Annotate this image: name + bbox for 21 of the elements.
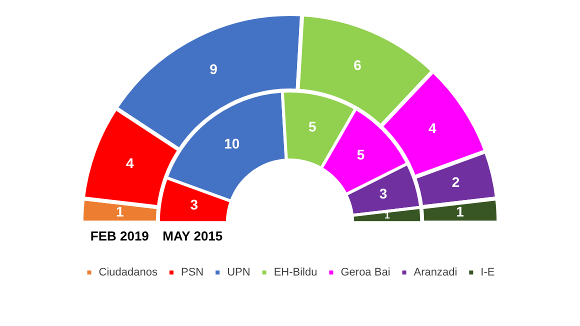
- data-label: 4: [126, 155, 134, 172]
- data-label: 3: [379, 186, 388, 202]
- data-label: 6: [354, 57, 362, 74]
- data-label: 3: [190, 196, 198, 213]
- legend-label: I-E: [480, 266, 495, 279]
- legend-label: PSN: [180, 266, 204, 279]
- legend-label: UPN: [227, 266, 250, 279]
- data-label: 1: [116, 204, 124, 220]
- data-label: 2: [452, 174, 460, 190]
- data-label: 1: [456, 204, 464, 220]
- legend-label: Geroa Bai: [340, 266, 390, 279]
- data-label: 10: [224, 135, 240, 152]
- slice-label: FEB 2019: [90, 228, 149, 244]
- data-label: 9: [210, 61, 218, 78]
- legend-label: Ciudadanos: [98, 266, 158, 279]
- legend-label: EH-Bildu: [274, 266, 318, 279]
- data-label: 4: [428, 120, 436, 136]
- data-label: 5: [308, 118, 317, 135]
- data-label: 5: [356, 146, 365, 163]
- legend-label: Aranzadi: [414, 266, 458, 279]
- slice-label: MAY 2015: [162, 228, 223, 244]
